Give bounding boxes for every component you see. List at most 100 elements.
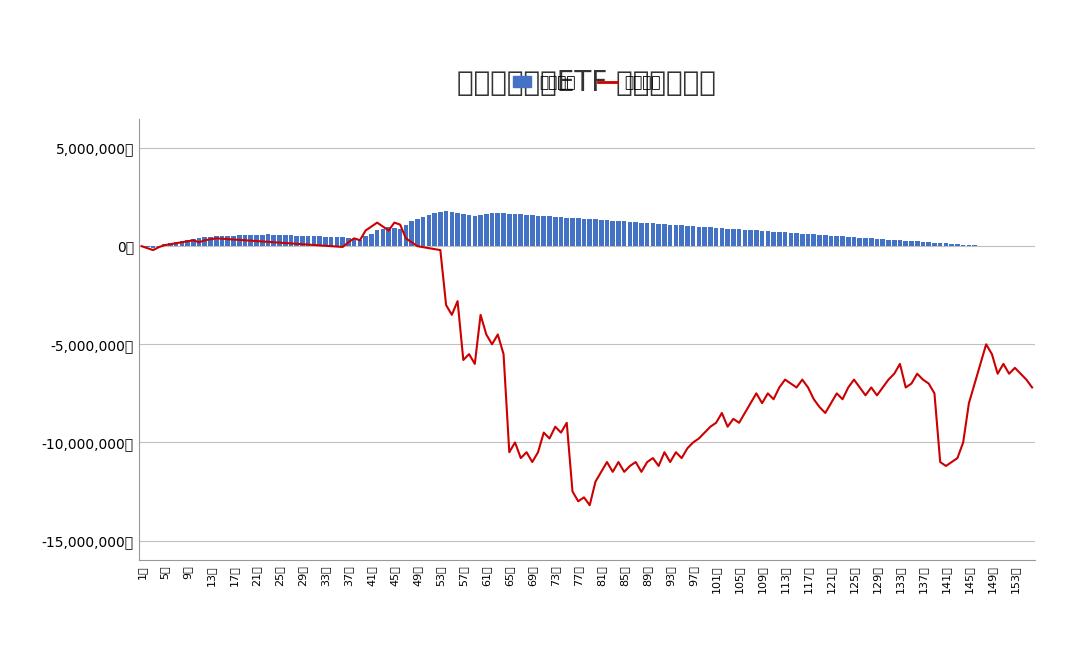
Bar bbox=[461, 214, 465, 246]
Bar bbox=[381, 229, 385, 246]
Bar bbox=[771, 232, 776, 246]
Bar bbox=[300, 236, 305, 246]
Bar bbox=[863, 238, 867, 246]
Bar bbox=[179, 241, 185, 246]
Bar bbox=[754, 231, 759, 246]
Bar bbox=[967, 245, 971, 246]
Bar bbox=[806, 234, 810, 246]
Bar bbox=[306, 236, 310, 246]
Bar bbox=[777, 232, 782, 246]
Bar bbox=[266, 235, 270, 246]
Bar bbox=[748, 230, 753, 246]
Bar bbox=[145, 246, 149, 247]
Bar bbox=[858, 237, 862, 246]
Bar bbox=[812, 235, 816, 246]
Bar bbox=[478, 215, 483, 246]
Bar bbox=[484, 214, 489, 246]
Bar bbox=[541, 216, 546, 246]
Bar bbox=[232, 235, 236, 246]
Bar bbox=[829, 235, 833, 246]
Bar bbox=[208, 237, 212, 246]
Bar bbox=[427, 215, 431, 246]
Bar bbox=[386, 227, 391, 246]
Bar bbox=[553, 217, 558, 246]
Bar bbox=[714, 228, 718, 246]
Bar bbox=[357, 241, 362, 246]
Bar bbox=[162, 244, 166, 246]
Bar bbox=[789, 233, 793, 246]
Bar bbox=[340, 237, 345, 246]
Bar bbox=[875, 239, 879, 246]
Bar bbox=[174, 243, 178, 246]
Bar bbox=[513, 214, 517, 246]
Bar bbox=[651, 223, 655, 246]
Bar bbox=[938, 243, 942, 246]
Bar bbox=[800, 233, 805, 246]
Bar bbox=[432, 213, 436, 246]
Bar bbox=[495, 213, 500, 246]
Bar bbox=[610, 221, 615, 246]
Bar bbox=[449, 212, 455, 246]
Bar bbox=[289, 235, 293, 246]
Bar bbox=[220, 236, 224, 246]
Bar bbox=[260, 235, 265, 246]
Bar bbox=[887, 239, 891, 246]
Bar bbox=[955, 244, 959, 246]
Bar bbox=[375, 231, 380, 246]
Bar bbox=[869, 239, 874, 246]
Bar bbox=[519, 214, 523, 246]
Bar bbox=[817, 235, 822, 246]
Bar bbox=[157, 246, 161, 247]
Bar bbox=[570, 218, 575, 246]
Bar bbox=[191, 239, 195, 246]
Bar bbox=[196, 239, 202, 246]
Bar bbox=[203, 237, 207, 246]
Bar bbox=[834, 236, 839, 246]
Legend: 実現損益, 評価損益: 実現損益, 評価損益 bbox=[507, 69, 667, 96]
Bar bbox=[271, 235, 276, 246]
Bar bbox=[851, 237, 857, 246]
Bar bbox=[507, 214, 511, 246]
Bar bbox=[369, 235, 373, 246]
Bar bbox=[668, 225, 672, 246]
Bar bbox=[737, 229, 742, 246]
Bar bbox=[644, 223, 650, 246]
Bar bbox=[415, 219, 419, 246]
Bar bbox=[914, 241, 920, 246]
Bar bbox=[921, 242, 925, 246]
Bar bbox=[501, 214, 506, 246]
Bar bbox=[398, 229, 402, 246]
Bar bbox=[680, 225, 684, 246]
Bar bbox=[317, 237, 322, 246]
Bar bbox=[564, 217, 569, 246]
Bar bbox=[420, 217, 426, 246]
Bar bbox=[254, 235, 259, 246]
Bar bbox=[593, 219, 598, 246]
Bar bbox=[473, 215, 477, 246]
Bar bbox=[909, 241, 913, 246]
Bar bbox=[702, 227, 707, 246]
Bar bbox=[490, 213, 494, 246]
Bar bbox=[323, 237, 328, 246]
Bar bbox=[892, 240, 896, 246]
Bar bbox=[943, 243, 949, 246]
Bar bbox=[823, 235, 828, 246]
Bar bbox=[410, 221, 414, 246]
Bar bbox=[760, 231, 764, 246]
Bar bbox=[225, 236, 230, 246]
Bar bbox=[294, 235, 299, 246]
Bar bbox=[719, 228, 724, 246]
Bar bbox=[690, 226, 696, 246]
Bar bbox=[697, 227, 701, 246]
Bar bbox=[249, 235, 253, 246]
Bar bbox=[950, 244, 954, 246]
Bar bbox=[840, 237, 845, 246]
Bar bbox=[530, 215, 535, 246]
Bar bbox=[214, 237, 219, 246]
Bar bbox=[524, 215, 529, 246]
Bar bbox=[743, 230, 747, 246]
Bar bbox=[846, 237, 850, 246]
Bar bbox=[466, 215, 472, 246]
Bar bbox=[616, 221, 621, 246]
Bar bbox=[547, 216, 552, 246]
